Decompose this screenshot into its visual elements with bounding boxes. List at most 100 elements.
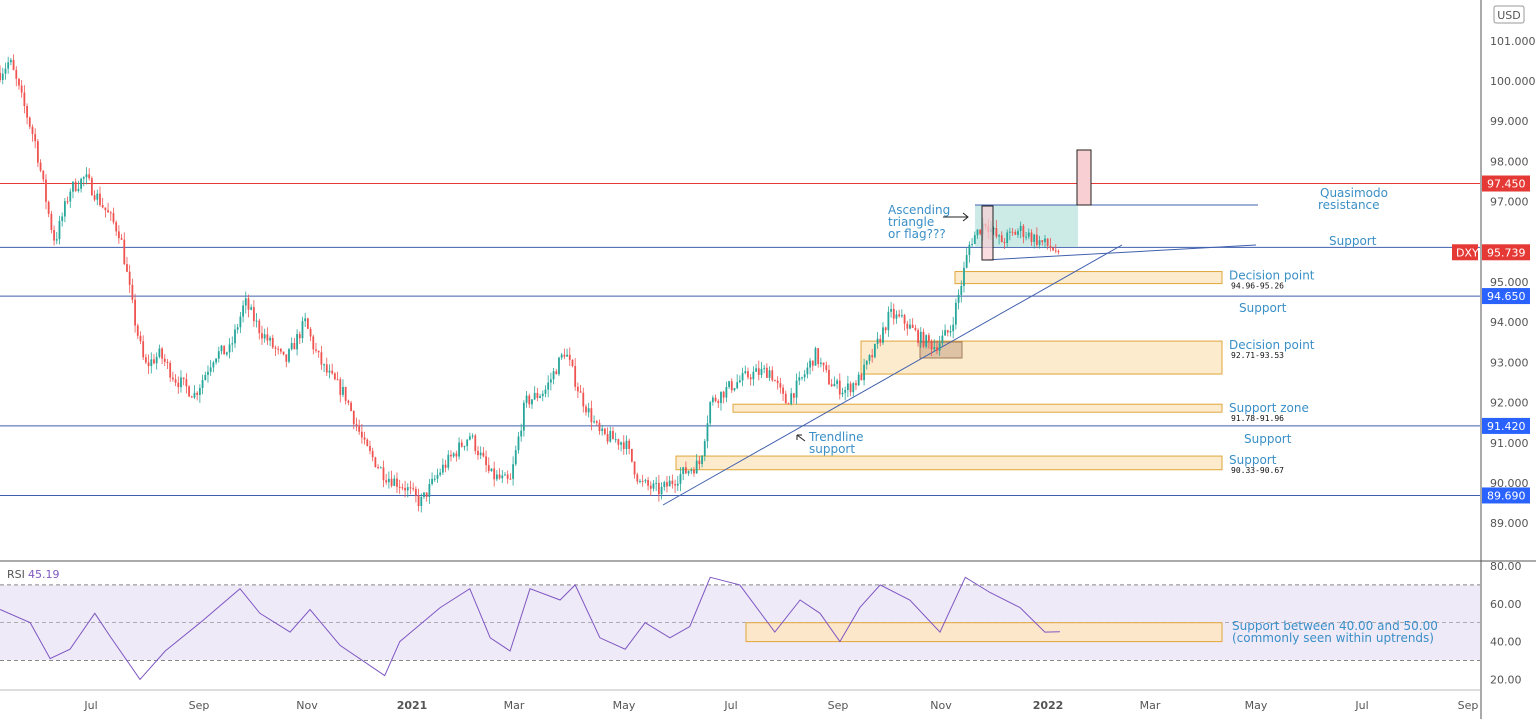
candle [117,225,120,244]
candle-body [509,478,512,480]
time-axis[interactable]: Jul Sep Nov 2021 Mar May Jul Sep Nov 2022 Mar May Ju… [83,699,1478,712]
candle-body [841,392,844,395]
candle-body [12,59,15,70]
candle-body [703,441,706,456]
candle-body [366,439,369,447]
candle-body [498,474,501,479]
candle [1022,223,1025,244]
candle-body [490,468,493,472]
candle-body [506,474,509,479]
candle [161,347,163,364]
candle-body [965,255,968,268]
candle [455,450,458,462]
candle-body [285,354,288,362]
rsi-tick-label: 20.00 [1490,673,1522,686]
candle [574,358,577,391]
candle [652,480,655,492]
rsi-title: RSI [7,568,25,581]
candle [1025,231,1027,241]
candle-body [903,315,906,324]
candle [828,364,830,386]
price-tag-label: 97.450 [1487,178,1526,191]
price-tag [1482,288,1530,305]
candle-body [852,383,855,393]
candle-body [547,382,550,390]
time-tick-label: Nov [296,699,318,712]
candle [995,220,998,239]
candle-body [331,370,334,374]
candle [968,241,971,263]
candle-body [209,367,212,372]
time-tick-label: 2021 [397,699,428,712]
candle-body [320,352,323,365]
candle [93,190,96,202]
candle [1008,227,1011,241]
candle [873,343,876,359]
candle-body [385,480,388,483]
candle-body [1057,250,1060,253]
support-label: Support [1239,301,1287,315]
candle-body [487,465,490,472]
candle [198,384,201,403]
candle [166,359,169,369]
candle-body [533,392,536,400]
candle [585,404,587,416]
candle [1019,221,1022,239]
candle [558,356,560,377]
candle [930,339,933,356]
candle-body [738,380,741,383]
candle-body [220,345,223,352]
price-tag-label: 94.650 [1487,290,1526,303]
candle [641,474,644,487]
candle-body [166,361,169,363]
candle [622,435,625,455]
candle-body [595,421,598,423]
candle [217,346,220,363]
candle [123,232,126,266]
candle [363,431,366,445]
candle-body [425,492,428,498]
candle-body [128,271,131,285]
candle [892,303,895,325]
currency-button[interactable] [1493,5,1525,24]
candle [917,328,919,347]
candle-body [979,229,982,234]
candle-body [936,347,938,351]
candle-body [190,396,193,398]
candle [436,468,439,483]
candle [639,478,641,484]
candle [952,316,955,339]
candle-body [74,181,77,191]
candle [277,346,280,355]
zone-range: 92.71-93.53 [1231,351,1284,360]
candle [493,461,496,487]
candle [358,419,361,435]
zone-box [954,271,1223,285]
candle [0,65,1,83]
candle [566,348,568,357]
candle [109,210,112,221]
candle [85,167,88,185]
candle-body [360,431,363,438]
candle [747,367,749,380]
candle [42,170,45,183]
candle-body [574,365,577,387]
candle [706,415,709,449]
price-tag [1482,175,1530,192]
candle-body [31,126,34,135]
rsi-axis[interactable]: 80.00 60.00 40.00 20.00 [1490,560,1522,686]
last-price-tag [1482,244,1530,261]
candle [528,393,531,408]
price-axis[interactable]: 101.000100.00099.00098.00097.00095.00094… [1490,35,1536,530]
candle-body [228,344,231,353]
candle-body [90,178,93,196]
candle-body [414,488,417,496]
candle-body [892,308,895,319]
candle-body [18,78,20,86]
candle [876,331,879,349]
rsi-guides [0,584,1480,661]
candle-body [976,229,979,236]
candle-body [474,435,477,451]
candle-body [47,201,50,214]
